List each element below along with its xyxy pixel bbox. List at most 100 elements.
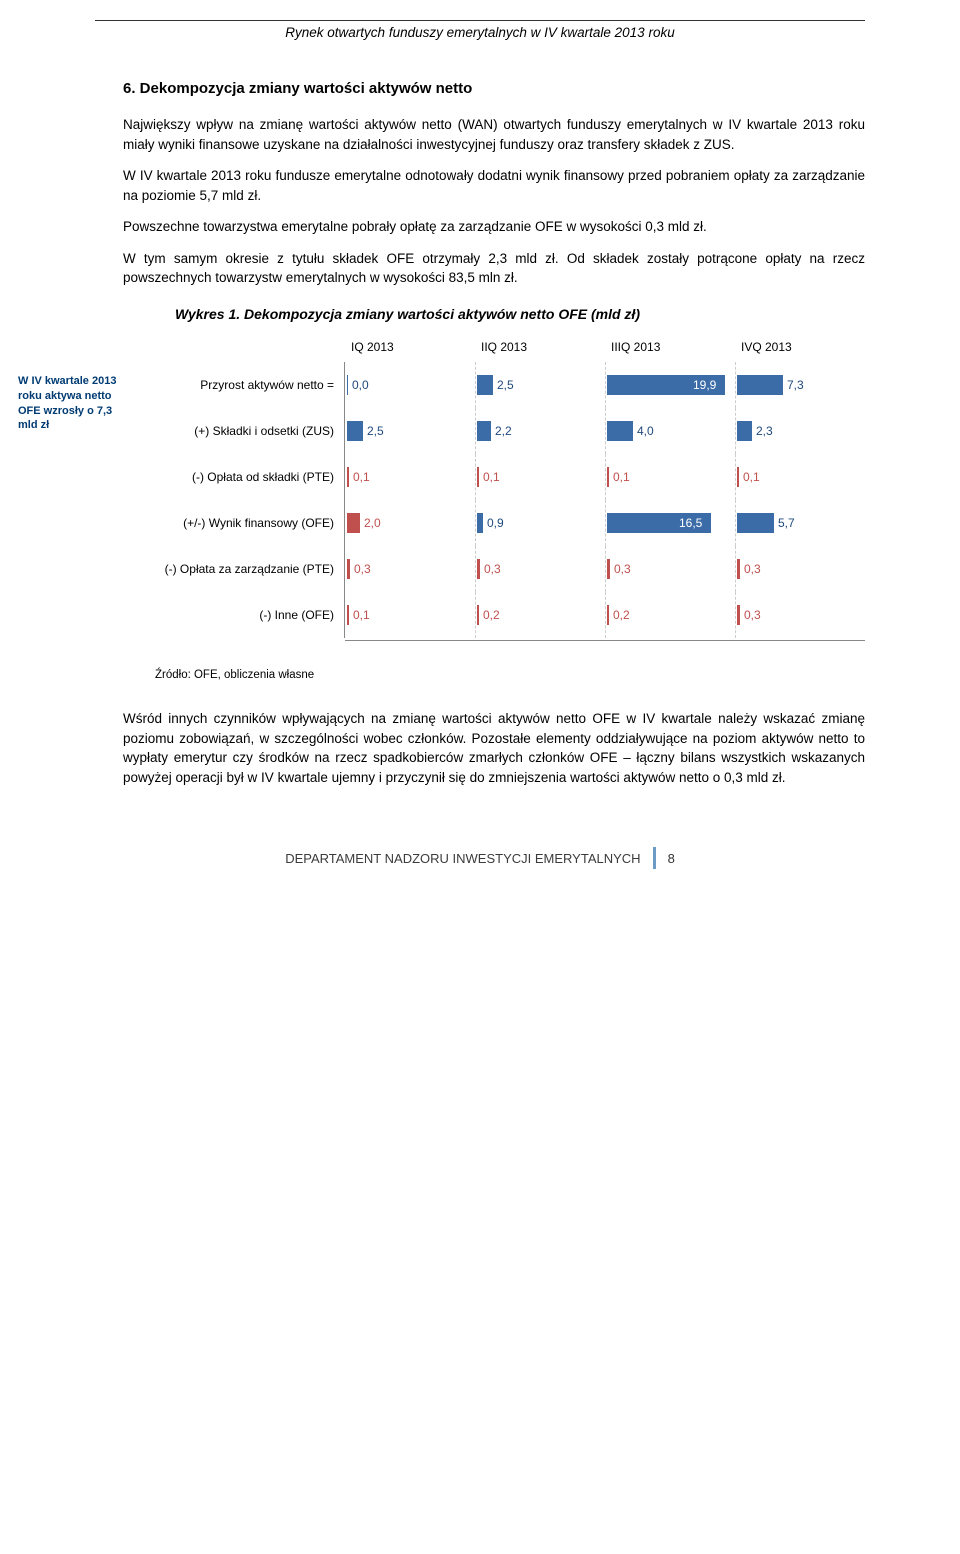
- chart-bar-value: 0,3: [484, 562, 501, 576]
- chart-bar: [347, 375, 348, 395]
- chart-cell: 2,0: [345, 500, 475, 546]
- header-rule: [95, 20, 865, 21]
- chart-row-cells: 2,5 2,2 4,0 2,3: [344, 408, 865, 454]
- chart-bar-value: 4,0: [637, 424, 654, 438]
- chart-cell: 5,7: [735, 500, 865, 546]
- chart-cell: 0,3: [735, 546, 865, 592]
- chart-row-cells: 0,1 0,1 0,1 0,1: [344, 454, 865, 500]
- chart-bar-value: 2,0: [364, 516, 381, 530]
- chart-cell: 0,3: [735, 592, 865, 638]
- chart-bar-value: 16,5: [679, 516, 702, 530]
- chart-row: (-) Inne (OFE) 0,1 0,2 0,2 0,3: [123, 592, 865, 638]
- chart-bar-value: 0,1: [353, 470, 370, 484]
- chart-source: Źródło: OFE, obliczenia własne: [155, 669, 865, 681]
- chart-header: IQ 2013: [345, 340, 475, 354]
- footer-divider: [653, 847, 656, 869]
- chart-header: IVQ 2013: [735, 340, 865, 354]
- chart-bar-value: 0,3: [354, 562, 371, 576]
- footer-department: DEPARTAMENT NADZORU INWESTYCJI EMERYTALN…: [285, 851, 640, 866]
- chart-bar-value: 0,1: [743, 470, 760, 484]
- chart-row: (-) Opłata od składki (PTE) 0,1 0,1 0,1 0,1: [123, 454, 865, 500]
- chart-bar: [477, 605, 479, 625]
- chart-bar-value: 0,3: [614, 562, 631, 576]
- chart-cell: 0,2: [475, 592, 605, 638]
- paragraph-2: W IV kwartale 2013 roku fundusze emeryta…: [123, 166, 865, 205]
- chart-bar: [347, 559, 350, 579]
- closing-paragraph: Wśród innych czynników wpływających na z…: [123, 709, 865, 787]
- chart-bar: [347, 421, 363, 441]
- chart-bar: [607, 605, 609, 625]
- chart-bar-value: 0,1: [353, 608, 370, 622]
- chart-bar: [737, 605, 740, 625]
- chart-bar-value: 0,2: [483, 608, 500, 622]
- chart-bar: [477, 467, 479, 487]
- chart-bar: [737, 513, 774, 533]
- chart-cell: 0,3: [475, 546, 605, 592]
- chart-cell: 0,1: [345, 454, 475, 500]
- paragraph-1: Największy wpływ na zmianę wartości akty…: [123, 115, 865, 154]
- chart-bar: [737, 375, 783, 395]
- chart-cell: 4,0: [605, 408, 735, 454]
- chart-bar: [607, 467, 609, 487]
- chart-bar: [477, 513, 483, 533]
- chart-bar-value: 0,0: [352, 378, 369, 392]
- chart-bar-value: 5,7: [778, 516, 795, 530]
- chart-cell: 0,1: [605, 454, 735, 500]
- chart-cell: 7,3: [735, 362, 865, 408]
- decomposition-chart: W IV kwartale 2013 roku aktywa netto OFE…: [123, 340, 865, 641]
- chart-header: IIIQ 2013: [605, 340, 735, 354]
- margin-note: W IV kwartale 2013 roku aktywa netto OFE…: [18, 374, 133, 433]
- running-header: Rynek otwartych funduszy emerytalnych w …: [95, 25, 865, 40]
- section-heading: 6. Dekompozycja zmiany wartości aktywów …: [123, 80, 865, 97]
- page-number: 8: [668, 851, 675, 866]
- chart-bar: [477, 375, 493, 395]
- chart-bar: [347, 467, 349, 487]
- chart-row-cells: 2,0 0,9 16,5 5,7: [344, 500, 865, 546]
- chart-bar: [607, 559, 610, 579]
- chart-row-label: (-) Opłata od składki (PTE): [123, 470, 344, 484]
- chart-axis-line: [345, 640, 865, 641]
- chart-bar: [607, 421, 633, 441]
- chart-bar: [477, 421, 491, 441]
- paragraph-4: W tym samym okresie z tytułu składek OFE…: [123, 249, 865, 288]
- chart-bar-value: 0,1: [613, 470, 630, 484]
- chart-cell: 0,3: [345, 546, 475, 592]
- chart-cell: 2,2: [475, 408, 605, 454]
- chart-row-label: Przyrost aktywów netto =: [123, 378, 344, 392]
- chart-cell: 0,1: [345, 592, 475, 638]
- figure-caption: Wykres 1. Dekompozycja zmiany wartości a…: [175, 306, 865, 322]
- chart-cell: 0,1: [735, 454, 865, 500]
- chart-row: (+/-) Wynik finansowy (OFE)2,00,916,55,7: [123, 500, 865, 546]
- chart-bar-value: 0,3: [744, 608, 761, 622]
- chart-cell: 19,9: [605, 362, 735, 408]
- chart-bar-value: 2,5: [367, 424, 384, 438]
- chart-row-label: (+) Składki i odsetki (ZUS): [123, 424, 344, 438]
- chart-bar: [347, 605, 349, 625]
- chart-bar-value: 2,3: [756, 424, 773, 438]
- chart-row: (-) Opłata za zarządzanie (PTE)0,30,30,3…: [123, 546, 865, 592]
- chart-bar: [737, 559, 740, 579]
- chart-bar: [737, 421, 752, 441]
- chart-row-cells: 0,3 0,3 0,3 0,3: [344, 546, 865, 592]
- chart-row-cells: 0,0 2,5 19,97,3: [344, 362, 865, 408]
- chart-cell: 16,5: [605, 500, 735, 546]
- chart-cell: 2,5: [345, 408, 475, 454]
- chart-bar-value: 0,9: [487, 516, 504, 530]
- chart-column-headers: IQ 2013 IIQ 2013 IIIQ 2013 IVQ 2013: [345, 340, 865, 354]
- chart-cell: 2,3: [735, 408, 865, 454]
- page-footer: DEPARTAMENT NADZORU INWESTYCJI EMERYTALN…: [95, 847, 865, 869]
- chart-cell: 2,5: [475, 362, 605, 408]
- paragraph-3: Powszechne towarzystwa emerytalne pobrał…: [123, 217, 865, 237]
- chart-bar: [737, 467, 739, 487]
- chart-bar-value: 2,5: [497, 378, 514, 392]
- chart-bar-value: 2,2: [495, 424, 512, 438]
- chart-bar-value: 0,1: [483, 470, 500, 484]
- chart-bar: [477, 559, 480, 579]
- chart-row: Przyrost aktywów netto = 0,0 2,5 19,97,3: [123, 362, 865, 408]
- chart-cell: 0,9: [475, 500, 605, 546]
- chart-cell: 0,2: [605, 592, 735, 638]
- chart-cell: 0,3: [605, 546, 735, 592]
- chart-row-label: (-) Inne (OFE): [123, 608, 344, 622]
- chart-row: (+) Składki i odsetki (ZUS) 2,5 2,2 4,0 2,3: [123, 408, 865, 454]
- chart-cell: 0,0: [345, 362, 475, 408]
